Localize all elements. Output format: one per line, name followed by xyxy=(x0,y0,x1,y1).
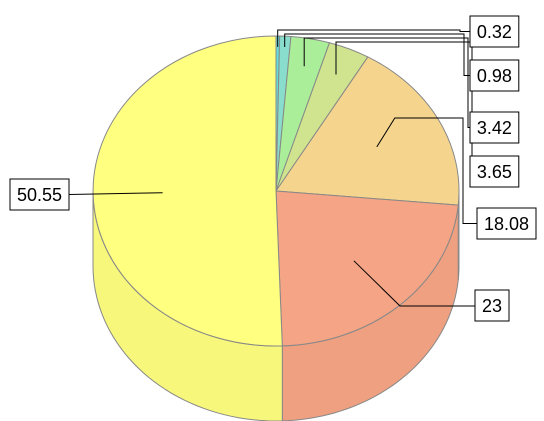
leader-line-3.42 xyxy=(303,37,470,128)
data-label-0.32: 0.32 xyxy=(469,15,520,48)
data-labels: 0.32 0.98 3.42 3.65 18.08 23 50.55 xyxy=(9,15,537,322)
data-label-box xyxy=(469,111,520,144)
data-label-box xyxy=(469,59,520,92)
data-label-text: 18.08 xyxy=(484,214,529,234)
data-label-0.98: 0.98 xyxy=(469,59,520,92)
data-label-text: 0.32 xyxy=(477,22,512,42)
data-label-box xyxy=(476,207,537,240)
data-label-text: 3.65 xyxy=(477,162,512,182)
leader-line-50.55 xyxy=(68,192,163,195)
pie-slice-18.08 xyxy=(275,56,460,206)
data-label-18.08: 18.08 xyxy=(476,207,537,240)
data-label-23: 23 xyxy=(474,289,510,322)
leader-line-18.08 xyxy=(376,117,477,224)
leader-line-0.98 xyxy=(284,33,470,76)
data-label-text: 3.42 xyxy=(477,118,512,138)
data-label-box xyxy=(9,178,70,211)
data-label-3.65: 3.65 xyxy=(469,155,520,188)
data-label-box xyxy=(469,15,520,48)
data-label-text: 23 xyxy=(482,296,502,316)
pie-slices xyxy=(92,35,460,347)
data-label-box xyxy=(469,155,520,188)
data-label-text: 50.55 xyxy=(17,185,62,205)
leader-line-0.32 xyxy=(277,29,470,47)
data-label-3.42: 3.42 xyxy=(469,111,520,144)
leader-line-23 xyxy=(353,260,475,307)
data-label-box xyxy=(474,289,510,322)
data-label-50.55: 50.55 xyxy=(9,178,70,211)
pie-slice-23 xyxy=(275,190,459,347)
data-label-text: 0.98 xyxy=(477,66,512,86)
